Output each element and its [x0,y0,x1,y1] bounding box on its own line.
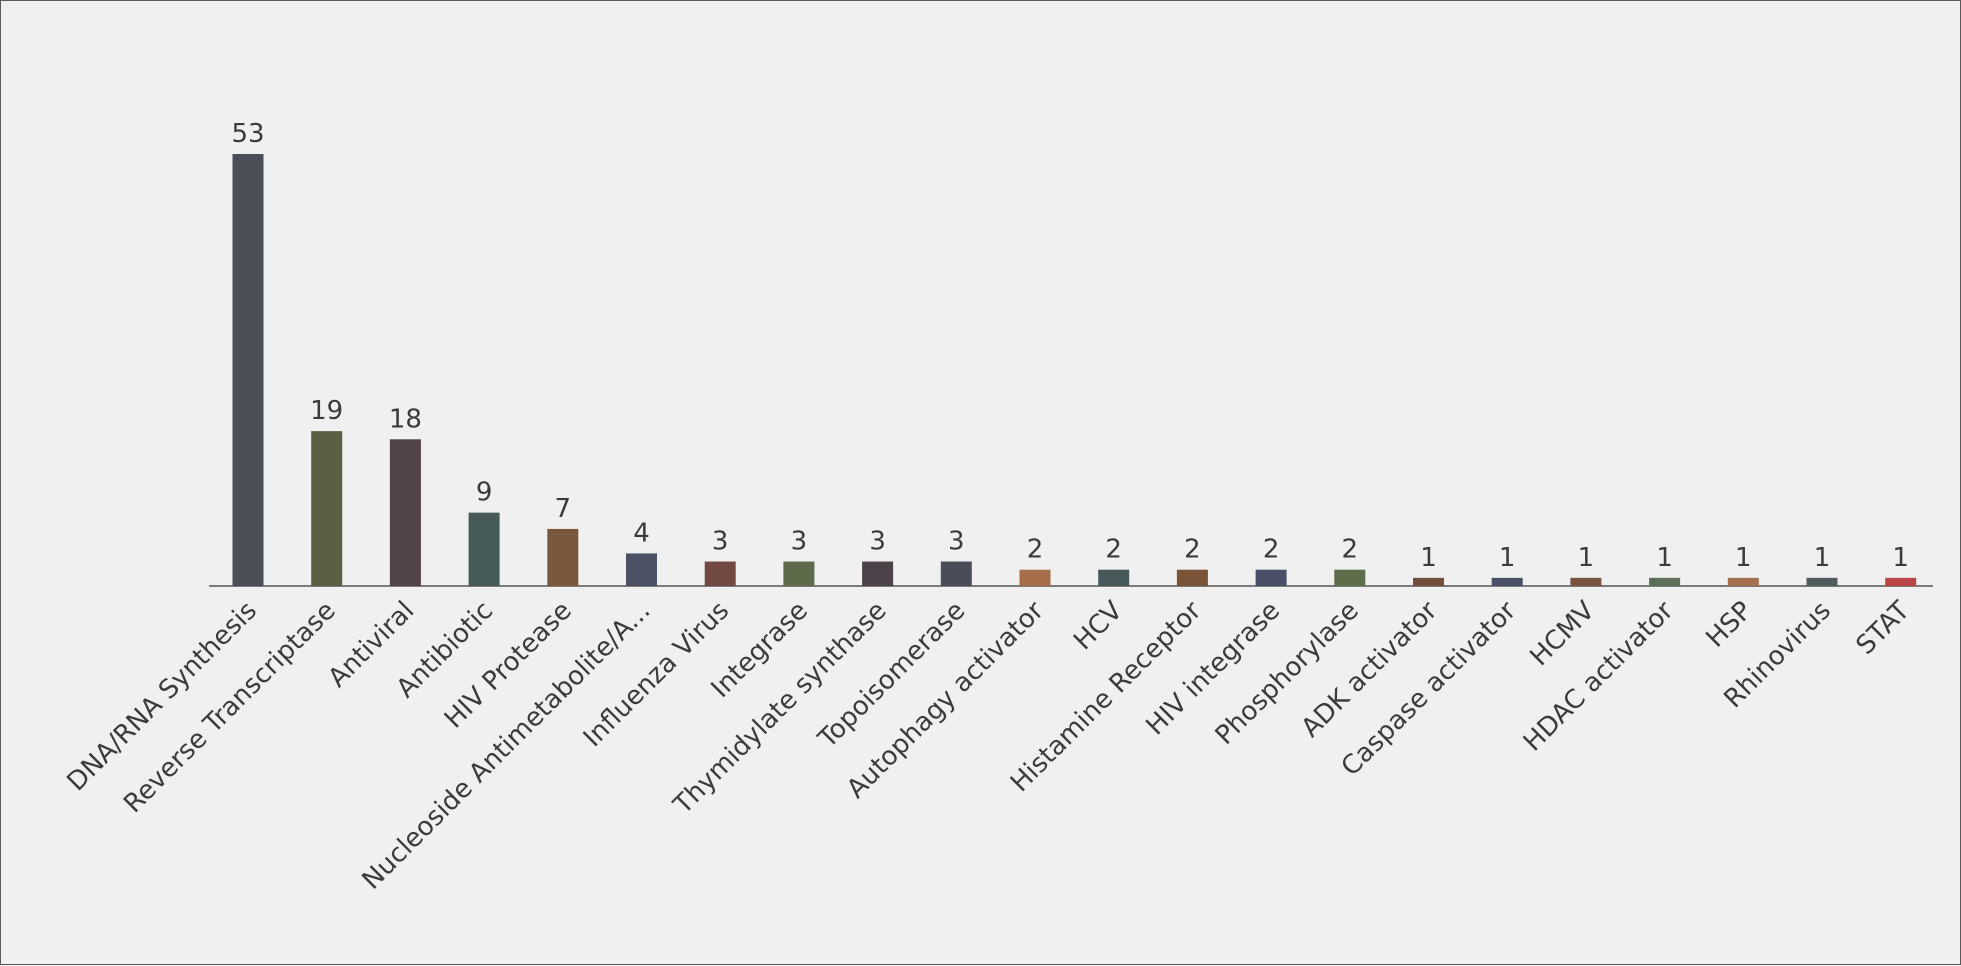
bar-9[interactable] [940,561,972,586]
value-label-16: 1 [1499,543,1516,573]
bar-5[interactable] [626,553,657,586]
value-label-0: 53 [231,119,264,149]
value-label-8: 3 [869,527,886,557]
bar-20[interactable] [1806,577,1838,586]
bar-21[interactable] [1885,577,1917,586]
value-label-5: 4 [633,518,650,548]
bar-18[interactable] [1649,577,1681,586]
value-label-7: 3 [791,527,808,557]
bar-17[interactable] [1570,577,1602,586]
value-label-9: 3 [948,527,965,557]
bar-12[interactable] [1176,569,1208,586]
bar-0[interactable] [232,154,264,586]
value-label-17: 1 [1578,543,1595,573]
category-label-15: ADK activator [1296,596,1444,744]
bar-8[interactable] [862,561,894,586]
category-label-21: STAT [1851,596,1916,661]
value-label-12: 2 [1184,535,1201,565]
bar-11[interactable] [1098,569,1130,586]
value-label-1: 19 [310,396,343,426]
value-label-4: 7 [555,494,572,524]
category-label-19: HSP [1700,596,1758,654]
bar-3[interactable] [468,512,500,586]
bar-2[interactable] [389,439,421,586]
category-label-11: HCV [1068,596,1129,657]
value-label-6: 3 [712,527,729,557]
category-label-6: Influenza Virus [578,596,735,753]
bar-16[interactable] [1491,577,1523,586]
bar-7[interactable] [783,561,815,586]
value-label-10: 2 [1027,535,1044,565]
category-label-9: Topoisomerase [812,596,971,755]
value-label-13: 2 [1263,535,1280,565]
category-label-18: HDAC activator [1518,596,1680,758]
value-label-11: 2 [1105,535,1122,565]
value-label-21: 1 [1892,543,1909,573]
bar-19[interactable] [1727,577,1759,586]
bar-1[interactable] [311,431,343,586]
bar-13[interactable] [1255,569,1287,586]
category-label-17: HCMV [1525,596,1601,672]
category-label-5: Nucleoside Antimetabolite/A... [357,596,657,896]
category-label-14: Phosphorylase [1210,596,1365,751]
bar-4[interactable] [547,528,579,586]
value-label-18: 1 [1656,543,1673,573]
bar-14[interactable] [1334,569,1366,586]
value-label-3: 9 [476,478,493,508]
category-label-13: HIV integrase [1140,596,1286,742]
bar-10[interactable] [1019,569,1051,586]
value-label-2: 18 [389,404,422,434]
bar-6[interactable] [704,561,736,586]
value-label-14: 2 [1342,535,1359,565]
value-label-19: 1 [1735,543,1752,573]
value-label-20: 1 [1814,543,1831,573]
bar-15[interactable] [1413,577,1444,586]
value-label-15: 1 [1420,543,1437,573]
